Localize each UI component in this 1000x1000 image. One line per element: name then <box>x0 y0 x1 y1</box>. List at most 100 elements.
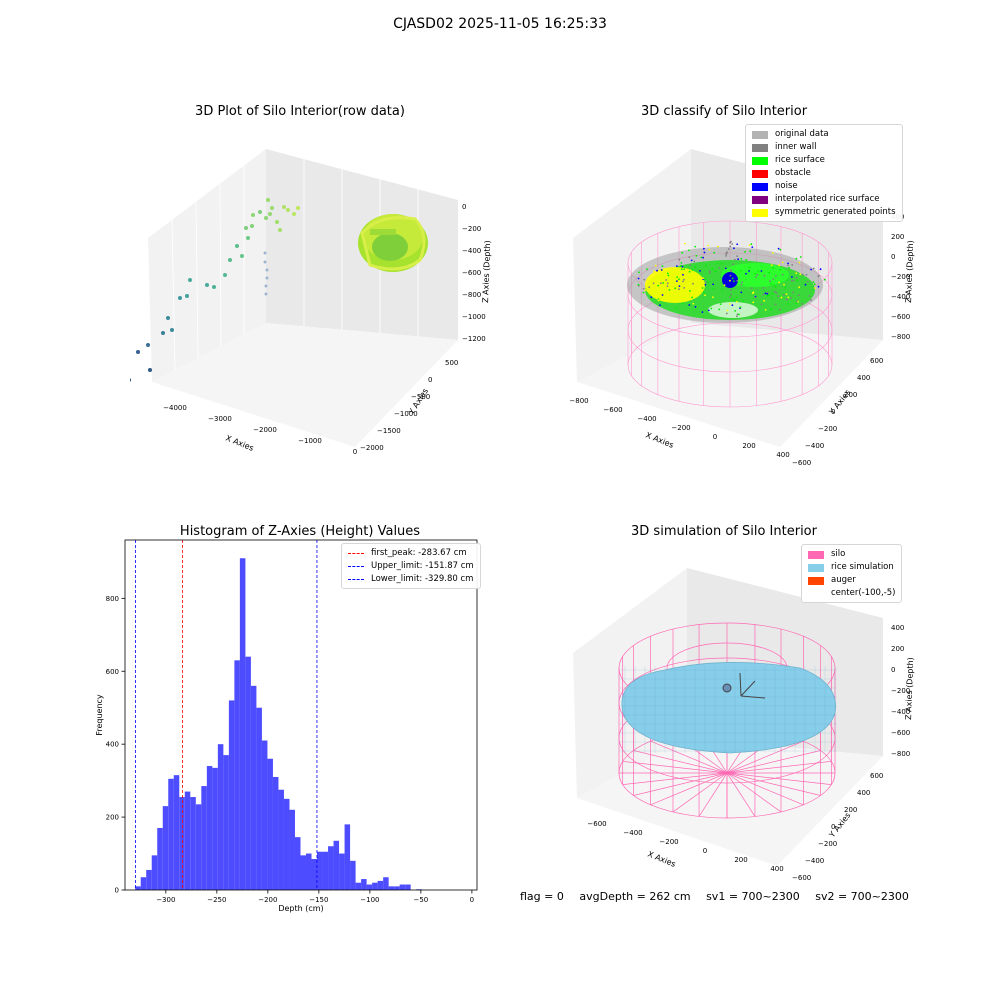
y-tick-label: −200 <box>818 840 837 848</box>
histogram-frame <box>124 539 478 891</box>
y-tick-label: 500 <box>445 359 458 367</box>
data-point <box>748 266 751 269</box>
y-tick-label: −400 <box>805 442 824 450</box>
legend-label: Lower_limit: -329.80 cm <box>371 574 474 584</box>
data-point <box>740 291 743 294</box>
x-tick-label: −1000 <box>298 437 322 445</box>
data-point <box>185 294 189 298</box>
data-point <box>702 256 704 259</box>
data-point <box>787 303 789 305</box>
data-point <box>736 255 738 257</box>
data-point <box>296 206 300 210</box>
data-point <box>643 278 646 281</box>
data-point <box>690 259 693 262</box>
histogram-bar <box>140 877 147 890</box>
x-tick-label: −150 <box>309 896 328 904</box>
data-point <box>760 303 763 306</box>
data-point <box>701 287 704 289</box>
data-point <box>733 299 736 301</box>
y-tick-label: 200 <box>106 814 119 822</box>
histogram-bar <box>377 880 384 890</box>
data-point <box>779 248 782 251</box>
x-tick-label: 0 <box>470 896 474 904</box>
data-point <box>813 283 816 286</box>
data-point <box>666 282 669 285</box>
histogram-bar <box>322 851 329 890</box>
data-point <box>661 265 664 268</box>
data-point <box>792 279 795 282</box>
data-point <box>725 252 728 255</box>
y-tick-label: 400 <box>857 789 870 797</box>
data-point <box>752 301 755 304</box>
data-point <box>642 287 645 290</box>
data-point <box>736 279 739 282</box>
data-point <box>657 299 660 302</box>
z-tick-label: −600 <box>462 269 481 277</box>
legend-swatch <box>808 550 824 559</box>
histogram-bar <box>146 869 152 890</box>
data-point <box>264 292 268 296</box>
data-point <box>757 270 760 273</box>
data-point <box>693 260 696 263</box>
data-point <box>724 267 727 270</box>
data-point <box>717 245 719 248</box>
data-point <box>703 291 705 294</box>
legend-item: Lower_limit: -329.80 cm <box>348 573 474 586</box>
data-point <box>770 308 773 310</box>
legend-swatch <box>752 156 768 165</box>
data-point <box>736 313 739 316</box>
histogram-bar <box>157 828 163 890</box>
y-tick-label: 600 <box>870 357 883 365</box>
x-tick-label: −50 <box>413 896 428 904</box>
y-tick-label: 0 <box>428 376 432 384</box>
data-point <box>688 249 690 252</box>
x-tick-label: −600 <box>587 820 606 828</box>
histogram-x-label: Depth (cm) <box>278 904 323 913</box>
data-point <box>810 299 812 302</box>
x-tick-label: 400 <box>770 865 783 873</box>
y-tick-label: 200 <box>844 806 857 814</box>
data-point <box>716 262 719 265</box>
legend-swatch <box>348 566 364 567</box>
x-tick-label: 0 <box>353 448 357 456</box>
y-tick-label: 0 <box>831 408 835 416</box>
data-point <box>748 270 750 272</box>
data-point <box>661 294 664 296</box>
data-point <box>783 294 785 296</box>
legend-label: silo <box>831 549 846 559</box>
data-point <box>742 300 744 303</box>
data-point <box>779 268 782 271</box>
panel4-legend: silo rice simulation auger center(-100,-5) <box>801 544 903 603</box>
z-tick-label: 0 <box>462 203 466 211</box>
z-tick-label: −200 <box>891 273 910 281</box>
y-tick-label: −200 <box>818 425 837 433</box>
data-point <box>688 270 691 273</box>
data-point <box>161 331 165 335</box>
data-point <box>654 264 657 267</box>
data-point <box>810 268 812 271</box>
legend-swatch <box>752 195 768 204</box>
histogram-bar <box>179 797 185 890</box>
legend-item: interpolated rice surface <box>752 193 896 206</box>
data-point <box>768 294 770 297</box>
data-point <box>770 264 773 266</box>
panel4-rice-simulation <box>619 662 837 754</box>
data-point <box>265 276 269 280</box>
data-point <box>704 294 706 297</box>
data-point <box>707 281 709 284</box>
x-tick-label: −250 <box>207 896 226 904</box>
data-point <box>710 307 713 310</box>
data-point <box>778 281 780 284</box>
histogram-bar <box>383 877 389 890</box>
data-point <box>212 285 216 289</box>
histogram-bar <box>394 886 400 890</box>
data-point <box>653 270 655 272</box>
data-point <box>678 258 681 261</box>
data-point <box>730 240 732 243</box>
y-tick-label: −400 <box>805 857 824 865</box>
data-point <box>637 277 640 280</box>
data-point <box>681 251 684 254</box>
panel2-x-label: X Axies <box>644 431 675 450</box>
panel1-surface <box>358 214 428 272</box>
data-point <box>657 284 660 287</box>
